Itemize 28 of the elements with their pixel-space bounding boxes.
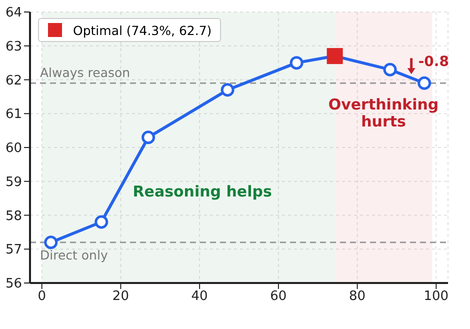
ref-line-label: Direct only: [40, 247, 108, 262]
point: [290, 56, 304, 70]
point: [418, 76, 432, 90]
y-tick-label: 58: [5, 208, 22, 224]
x-tick-label: 40: [191, 289, 208, 304]
y-tick-label: 56: [5, 276, 22, 292]
point: [94, 215, 108, 229]
point: [44, 236, 58, 250]
point: [383, 62, 397, 76]
x-tick-label: 80: [349, 289, 366, 304]
point: [220, 83, 234, 97]
annotation: -0.8: [418, 54, 449, 70]
y-tick-label: 57: [5, 242, 22, 258]
x-tick-label: 60: [270, 289, 287, 304]
y-tick-label: 64: [5, 6, 22, 21]
legend-label: Optimal (74.3%, 62.7): [73, 22, 212, 38]
y-tick-label: 63: [5, 39, 22, 54]
x-tick-label: 20: [112, 289, 129, 304]
y-tick-label: 61: [5, 107, 22, 122]
ref-line-label: Always reason: [40, 65, 130, 80]
y-tick-label: 62: [5, 73, 22, 88]
x-tick-label: 100: [424, 289, 449, 304]
band-label: Overthinking hurts: [328, 96, 439, 131]
y-tick-label: 60: [5, 141, 22, 156]
y-tick-label: 59: [5, 174, 22, 190]
point: [142, 130, 156, 144]
band-label: Reasoning helps: [132, 182, 272, 200]
x-tick-label: 0: [38, 289, 46, 304]
